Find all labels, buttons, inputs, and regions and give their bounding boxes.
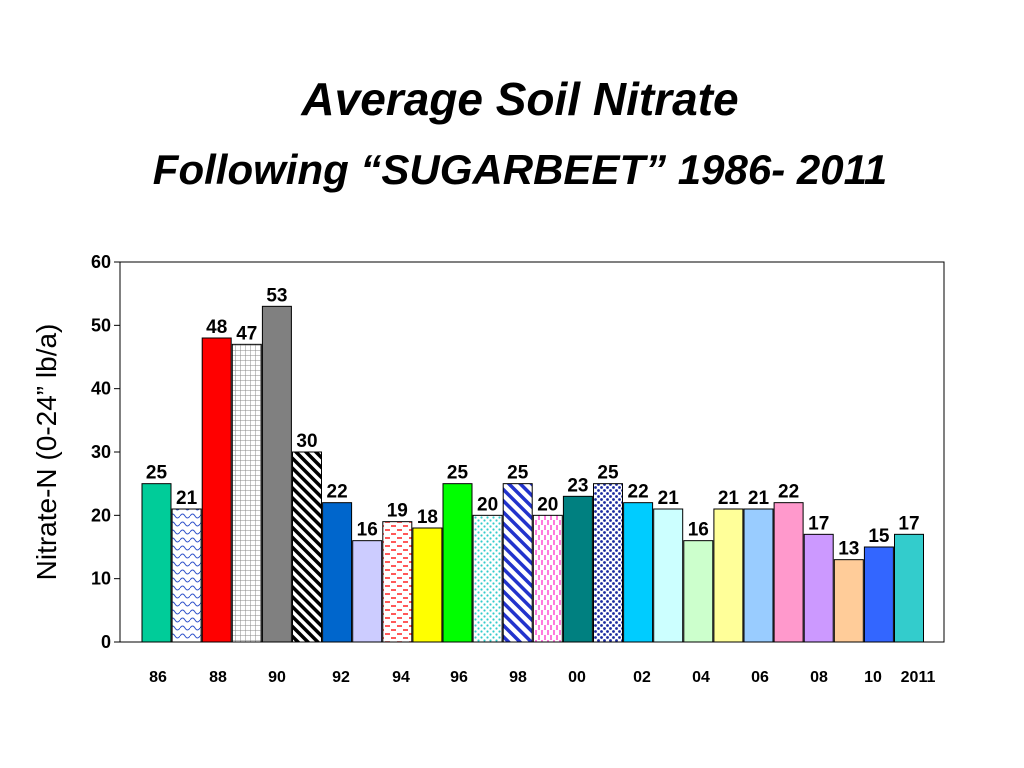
- chart-title: Average Soil Nitrate: [301, 73, 739, 125]
- x-tick-label: 94: [392, 669, 410, 686]
- data-label-1999: 20: [537, 494, 558, 515]
- bar-1998: [502, 483, 533, 643]
- data-label-2003: 21: [658, 488, 680, 509]
- data-label-2005: 21: [718, 488, 740, 509]
- data-label-1987: 21: [176, 488, 198, 509]
- y-tick-label: 60: [91, 252, 111, 272]
- y-tick-label: 50: [91, 315, 111, 335]
- bar-1999: [532, 514, 563, 643]
- x-tick-label: 92: [332, 669, 350, 686]
- x-tick-label: 08: [810, 669, 828, 686]
- y-tick-label: 30: [91, 442, 111, 462]
- x-tick-label: 2011: [901, 669, 936, 686]
- x-tick-label: 02: [633, 669, 651, 686]
- x-axis: 86 88 90 92 94 96 98 00 02 04 06 08 10 2011: [149, 669, 935, 686]
- data-label-2009: 13: [838, 539, 859, 560]
- x-tick-label: 06: [751, 669, 769, 686]
- data-label-2004: 16: [688, 520, 709, 541]
- bar-2009: [833, 559, 864, 643]
- data-label-2006: 21: [748, 488, 770, 509]
- y-tick-label: 20: [91, 505, 111, 525]
- x-tick-label: 04: [692, 669, 710, 686]
- data-label-1992: 22: [327, 482, 348, 503]
- x-tick-label: 86: [149, 669, 167, 686]
- data-label-1996: 25: [447, 463, 469, 484]
- x-tick-label: 10: [864, 669, 882, 686]
- y-axis: 0 10 20 30 40 50 60: [91, 252, 120, 652]
- bar-2005: [713, 508, 744, 643]
- data-label-1998: 25: [507, 463, 529, 484]
- bar-1997: [472, 514, 503, 643]
- bar-1992: [322, 502, 353, 643]
- x-tick-label: 96: [450, 669, 468, 686]
- data-label-1991: 30: [296, 431, 317, 452]
- data-label-2010: 15: [868, 526, 890, 547]
- data-label-2011: 17: [898, 513, 919, 534]
- data-label-2000: 23: [567, 475, 588, 496]
- bar-1990: [261, 305, 292, 643]
- data-label-1989: 47: [236, 323, 257, 344]
- bar-2002: [623, 502, 654, 643]
- x-tick-label: 90: [268, 669, 286, 686]
- bar-1993: [352, 540, 383, 643]
- data-label-2008: 17: [808, 513, 829, 534]
- bar-series: [141, 305, 924, 643]
- data-label-2002: 22: [628, 482, 649, 503]
- bar-2001: [593, 483, 623, 643]
- data-label-1993: 16: [357, 520, 378, 541]
- bar-1988: [201, 337, 232, 643]
- data-labels: 25 21 48 47 53 30 22 16 19 18 25 20 25 20 23 25 22 21 16 21…: [146, 285, 920, 559]
- data-label-2001: 25: [597, 463, 619, 484]
- data-label-1990: 53: [266, 285, 287, 306]
- bar-1987: [171, 508, 202, 643]
- data-label-1997: 20: [477, 494, 498, 515]
- bar-2004: [683, 540, 714, 643]
- bar-1989: [231, 343, 262, 643]
- chart-subtitle: Following “SUGARBEET” 1986- 2011: [152, 146, 888, 193]
- bar-2008: [803, 533, 834, 643]
- bar-1994: [382, 521, 413, 643]
- bar-1986: [141, 483, 172, 643]
- bar-1996: [442, 483, 473, 643]
- x-tick-label: 00: [568, 669, 586, 686]
- y-tick-label: 40: [91, 379, 111, 399]
- data-label-1994: 19: [387, 501, 408, 522]
- y-tick-label: 10: [91, 569, 111, 589]
- bar-2011: [894, 533, 924, 643]
- data-label-1995: 18: [417, 507, 438, 528]
- bar-2010: [863, 546, 894, 643]
- data-label-2007: 22: [778, 482, 799, 503]
- bar-2006: [743, 508, 774, 643]
- bar-1995: [412, 527, 443, 643]
- y-tick-label: 0: [101, 632, 111, 652]
- y-axis-label: Nitrate-N (0-24” lb/a): [31, 324, 62, 581]
- x-tick-label: 88: [209, 669, 227, 686]
- data-label-1986: 25: [146, 463, 168, 484]
- bar-1991: [292, 451, 322, 643]
- x-tick-label: 98: [509, 669, 527, 686]
- data-label-1988: 48: [206, 317, 227, 338]
- bar-2003: [653, 508, 684, 643]
- bar-2007: [773, 502, 804, 643]
- bar-2000: [562, 495, 593, 643]
